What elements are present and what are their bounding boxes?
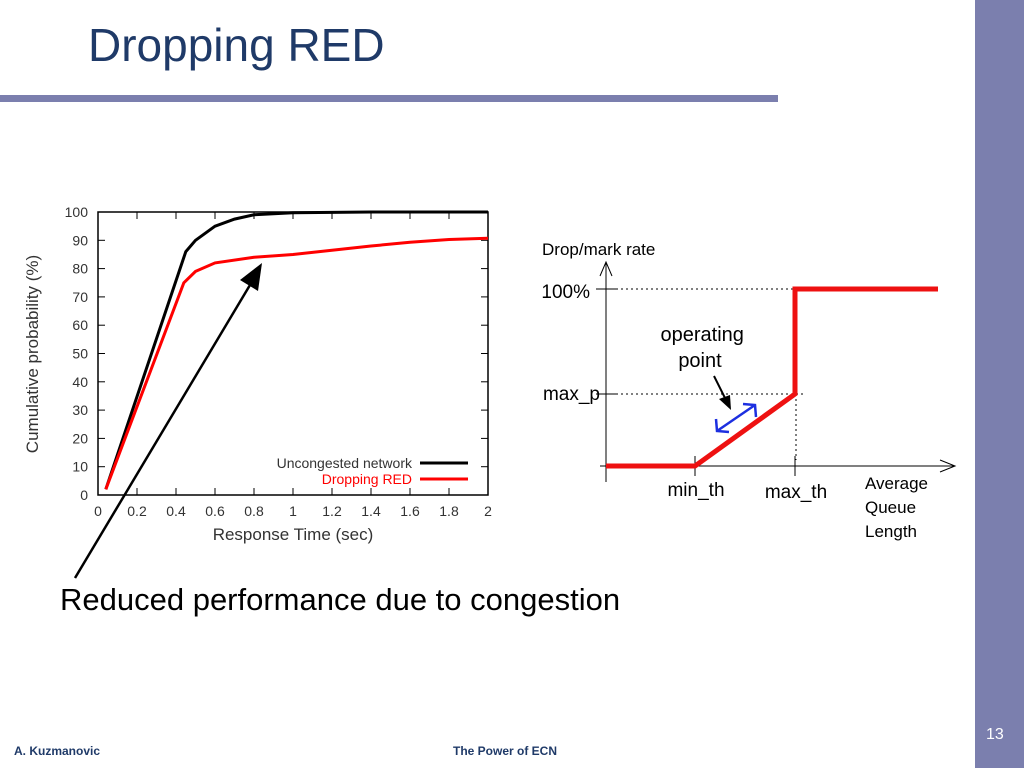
x-axis-label: Average Queue Length — [865, 474, 933, 541]
legend-label-uncongested: Uncongested network — [277, 455, 413, 471]
y-tick-label: 90 — [72, 232, 88, 248]
operating-point-label: operating point — [661, 324, 750, 372]
x-axis-arrowhead — [939, 459, 957, 473]
drop-mark-rate-label: Drop/mark rate — [542, 240, 655, 259]
x-axis-label: Response Time (sec) — [213, 525, 374, 544]
x-tick-label: 0.2 — [127, 503, 147, 519]
label-max-th: max_th — [765, 482, 827, 503]
annotation-arrow — [73, 263, 262, 579]
x-tick-label: 1.6 — [400, 503, 420, 519]
x-tick-labels: 0 0.2 0.4 0.6 0.8 1 1.2 1.4 1.6 1.8 2 — [94, 503, 492, 519]
operating-point-pointer-head — [719, 395, 731, 410]
x-tick-label: 0.4 — [166, 503, 186, 519]
y-tick-labels: 0 10 20 30 40 50 60 70 80 90 100 — [65, 204, 89, 503]
operating-point-line-2: point — [678, 350, 722, 372]
page-number: 13 — [986, 726, 1004, 743]
operating-point-double-arrow — [714, 402, 758, 434]
y-tick-label: 20 — [72, 430, 88, 446]
cdf-chart: 0 10 20 30 40 50 60 70 80 90 100 0 0.2 0.4 0.6 0.8 1 1.2… — [23, 204, 492, 544]
sidebar-decoration — [975, 0, 1024, 768]
y-tick-label: 30 — [72, 402, 88, 418]
caption-reduced-performance: Reduced performance due to congestion — [60, 582, 621, 617]
x-tick-label: 2 — [484, 503, 492, 519]
dropping-red-line — [104, 236, 489, 490]
footer-author: A. Kuzmanovic — [14, 744, 101, 758]
y-axis-label: Cumulative probability (%) — [23, 255, 42, 453]
label-max-p: max_p — [543, 384, 600, 405]
red-diagram: Drop/mark rate 100% max_p min_th max_th … — [541, 240, 957, 541]
uncongested-network-line — [104, 210, 488, 490]
x-tick-label: 0.6 — [205, 503, 225, 519]
legend: Uncongested network Dropping RED — [277, 455, 468, 487]
x-tick-label: 0 — [94, 503, 102, 519]
slide-title: Dropping RED — [88, 19, 385, 71]
x-tick-label: 0.8 — [244, 503, 264, 519]
operating-point-line-1: operating — [661, 324, 744, 346]
title-underline — [0, 95, 778, 102]
y-axis-arrowhead — [599, 260, 613, 277]
x-tick-label: 1.4 — [361, 503, 381, 519]
legend-label-dropping-red: Dropping RED — [322, 471, 412, 487]
label-100-percent: 100% — [541, 282, 590, 303]
red-drop-curve — [606, 286, 938, 469]
y-tick-label: 60 — [72, 317, 88, 333]
y-tick-label: 40 — [72, 374, 88, 390]
label-min-th: min_th — [667, 480, 724, 501]
y-tick-label: 50 — [72, 346, 88, 362]
x-tick-label: 1.8 — [439, 503, 459, 519]
y-tick-label: 80 — [72, 261, 88, 277]
x-tick-label: 1 — [289, 503, 297, 519]
operating-point-pointer — [713, 375, 727, 401]
footer-title: The Power of ECN — [453, 744, 558, 758]
x-tick-label: 1.2 — [322, 503, 342, 519]
x-axis-label-line-1: Average — [865, 474, 928, 493]
y-tick-label: 100 — [65, 204, 89, 220]
y-tick-label: 10 — [72, 459, 88, 475]
y-tick-label: 70 — [72, 289, 88, 305]
y-tick-label: 0 — [80, 487, 88, 503]
x-axis-label-line-3: Length — [865, 522, 917, 541]
x-axis-label-line-2: Queue — [865, 498, 916, 517]
